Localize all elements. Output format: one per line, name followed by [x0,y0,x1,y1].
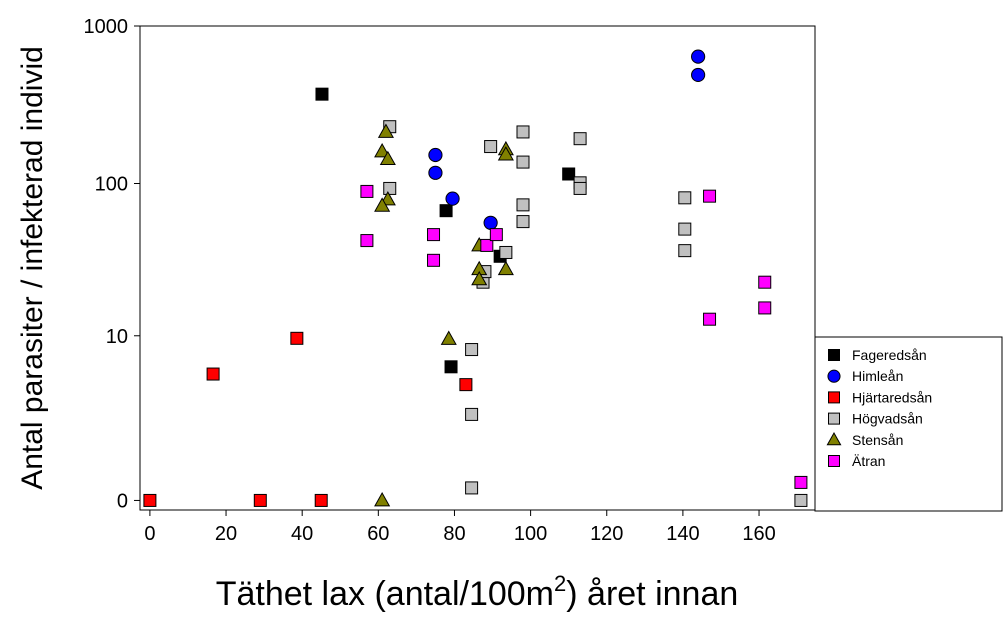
data-point [465,481,479,495]
data-point [383,181,397,195]
x-tick-label: 100 [514,523,547,545]
x-tick-label: 120 [590,523,623,545]
data-point [290,331,304,345]
data-point [794,493,808,507]
legend-marker [826,431,842,446]
data-point [459,378,473,392]
x-axis-label: Täthet lax (antal/100m2) året innan [216,571,739,613]
data-point [573,132,587,146]
legend-label: Fageredsån [852,347,927,363]
data-point [439,204,453,218]
legend-marker [828,455,840,467]
legend-label: Stensån [852,432,903,448]
data-point [428,165,443,180]
data-point [678,191,692,205]
x-tick-label: 40 [291,523,313,545]
data-point [794,475,808,489]
y-axis-label: Antal parasiter / infekterad individ [16,46,49,490]
data-point [143,493,157,507]
x-axis-label-part: ) året innan [566,575,738,613]
data-point [427,253,441,267]
data-point [480,238,494,252]
data-point [573,181,587,195]
plot-frame [139,25,816,511]
x-axis-label-part: Täthet lax (antal/100m [216,575,554,613]
data-point [379,150,396,166]
legend-label: Ätran [852,453,885,469]
data-point [206,367,220,381]
data-point [691,67,706,83]
y-tick-label: 100 [95,174,128,196]
data-point [440,330,457,345]
x-tick-label: 140 [666,523,699,545]
data-point [314,493,328,507]
legend-label: Högvadsån [852,411,923,427]
data-point [471,270,488,286]
x-tick-label: 160 [742,523,775,545]
y-tick-label: 10 [106,326,128,348]
y-tick-label: 1000 [84,16,129,38]
data-point [497,260,514,276]
x-tick-label: 60 [367,523,389,545]
data-point [374,197,391,212]
legend-marker [828,391,840,404]
data-point [703,312,717,326]
data-point [427,228,441,242]
data-point [516,125,530,139]
data-point [516,215,530,229]
data-point [489,228,503,242]
x-axis-label-sup: 2 [554,571,566,596]
data-point [428,147,443,163]
data-point [516,155,530,169]
data-point [703,189,717,203]
legend-label: Hjärtaredsån [852,389,932,405]
data-point [465,407,479,421]
data-point [445,191,460,206]
data-point [483,215,498,230]
data-point [516,198,530,212]
data-point [484,140,498,154]
data-point [758,275,772,289]
data-point [758,301,772,315]
data-point [377,123,394,138]
x-tick-label: 0 [144,523,155,545]
data-point [360,234,374,248]
x-tick-label: 80 [443,523,465,545]
legend-marker [827,369,841,383]
data-point [497,146,514,161]
y-tick-label: 0 [117,490,128,512]
legend-marker [828,412,840,425]
data-point [691,49,706,64]
data-point [562,167,576,181]
legend-box [814,336,1003,512]
data-point [360,184,374,198]
data-point [499,245,513,259]
data-point [444,360,458,374]
legend-marker [828,349,840,361]
data-point [374,143,391,158]
data-point [678,244,692,258]
data-point [465,343,479,357]
data-point [315,87,329,101]
data-point [253,493,267,507]
data-point [678,222,692,236]
legend-label: Himleån [852,368,903,384]
x-tick-label: 20 [215,523,237,545]
data-point [374,491,391,507]
